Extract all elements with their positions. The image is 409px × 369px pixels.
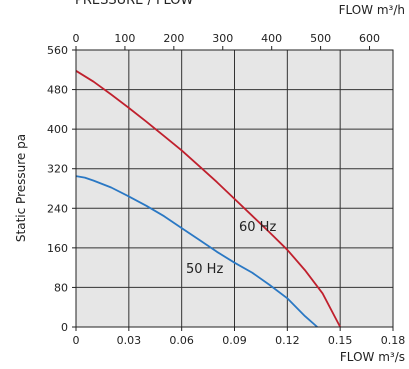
x-axis-ticks: 0 0.03 0.06 0.09 0.12 0.15 0.18 xyxy=(73,327,406,347)
series-lines xyxy=(75,70,341,328)
y-tick-label: 0 xyxy=(61,321,68,334)
top-tick-label: 300 xyxy=(212,32,233,45)
y-tick-label: 240 xyxy=(47,202,68,215)
y-tick-label: 560 xyxy=(47,44,68,57)
x-tick-label: 0.03 xyxy=(117,334,142,347)
series-label-50hz: 50 Hz xyxy=(186,262,223,277)
y-tick-label: 160 xyxy=(47,242,68,255)
series-label-60hz: 60 Hz xyxy=(239,220,276,235)
x-axis-label: FLOW m³/s xyxy=(340,350,405,364)
y-tick-label: 400 xyxy=(47,123,68,136)
x-tick-label: 0.15 xyxy=(328,334,353,347)
top-tick-label: 500 xyxy=(310,32,331,45)
top-tick-label: 100 xyxy=(114,32,135,45)
series-line-60hz xyxy=(75,70,341,328)
top-tick-label: 400 xyxy=(261,32,282,45)
top-tick-label: 0 xyxy=(73,32,80,45)
x-tick-label: 0 xyxy=(73,334,80,347)
series-line-50hz xyxy=(75,175,318,328)
top-tick-label: 200 xyxy=(163,32,184,45)
y-axis-label: Static Pressure pa xyxy=(14,134,28,242)
y-tick-label: 80 xyxy=(54,281,68,294)
top-tick-label: 600 xyxy=(359,32,380,45)
x-tick-label: 0.06 xyxy=(169,334,194,347)
top-axis-label: FLOW m³/h xyxy=(339,3,405,17)
x-tick-label: 0.12 xyxy=(275,334,300,347)
y-axis-ticks: 0 80 160 240 320 400 480 560 xyxy=(47,44,76,334)
y-tick-label: 480 xyxy=(47,84,68,97)
top-axis-ticks: 0 100 200 300 400 500 600 xyxy=(73,32,380,50)
grid-lines xyxy=(76,50,393,327)
x-tick-label: 0.18 xyxy=(381,334,406,347)
chart-title: PRESSURE / FLOW xyxy=(75,0,193,8)
x-tick-label: 0.09 xyxy=(222,334,247,347)
y-tick-label: 320 xyxy=(47,163,68,176)
